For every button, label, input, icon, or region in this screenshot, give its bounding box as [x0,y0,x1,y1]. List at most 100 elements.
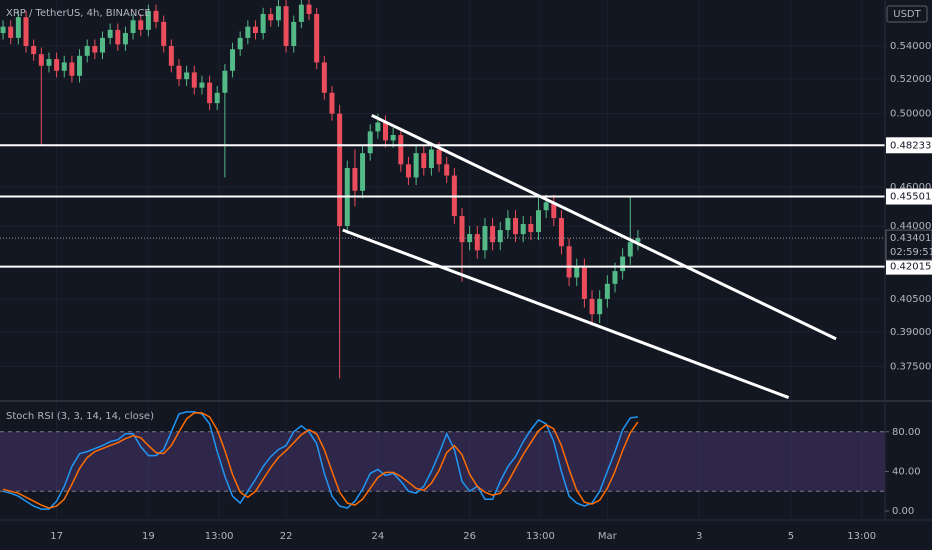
y-tick-label: 0.00 [892,506,914,517]
x-tick-label: 19 [142,531,155,542]
y-tick-label: 0.39000 [890,327,931,338]
level-label-box [886,188,932,205]
candle-body [230,49,236,71]
candle-body [383,122,389,141]
candle-body [352,168,358,191]
candle-body [77,55,83,76]
candle-body [38,54,44,66]
candle-body [237,37,243,50]
level-label: 0.45501 [890,192,931,203]
candle-body [566,246,572,278]
candle-body [413,153,419,178]
candle-body [474,234,480,251]
stoch-line [2,412,639,509]
level-label: 0.42015 [890,262,931,273]
currency-label: USDT [893,9,921,20]
candle-body [505,218,511,231]
candle-body [581,266,587,299]
candle-body [405,164,411,178]
candle-body [627,242,633,257]
candle-body [99,37,105,53]
x-tick-label: 24 [371,531,384,542]
candle-body [115,29,121,45]
candle-body [597,298,603,315]
axes: 17 19 13:00 22 24 26 13:00 Mar 3 5 13:00 0.54000 0.5… [50,5,932,542]
candle-body [107,29,113,38]
candle-body [268,14,274,21]
candle-body [214,92,220,104]
x-tick-label: 17 [50,531,63,542]
y-tick-label: 0.50000 [890,109,931,120]
level-label-box [886,137,932,154]
candle-body [620,256,626,272]
candle-body [23,17,29,46]
candle-body [558,218,564,247]
candle-body [138,20,144,30]
candle-body [145,10,151,30]
y-tick-label: 0.40500 [890,294,931,305]
candle-body [444,164,450,176]
candle-body [191,72,197,88]
candle-body [337,113,343,227]
stoch-pane [0,411,885,510]
candle-body [482,226,488,251]
candle-body [428,149,434,169]
candle-body [31,45,37,55]
candle-body [54,59,60,71]
trend-line [342,228,790,399]
x-tick-label: 3 [696,531,702,542]
x-tick-label: Mar [598,531,618,542]
candle-body [0,26,6,34]
stoch-line [2,411,638,510]
candle-body [153,10,159,22]
trend-line [371,114,837,341]
candle-body [612,271,618,284]
candle-body [574,266,580,278]
candle-body [199,82,205,88]
candle-body [222,70,228,93]
candle-body [459,216,465,243]
y-tick-label: 0.37500 [890,362,931,373]
candle-body [321,62,327,93]
level-label: 0.48233 [890,140,931,151]
candle-body [291,21,297,46]
candle-body [513,218,519,235]
candle-body [184,72,190,80]
x-tick-label: 5 [788,531,794,542]
countdown-label: 02:59:51 [890,247,932,258]
candle-body [176,65,182,80]
indicator-title: Stoch RSI (3, 3, 14, 14, close) [6,411,154,422]
candle-body [84,45,90,56]
x-tick-label: 26 [463,531,476,542]
candle-body [306,4,312,15]
candle-body [490,226,496,243]
y-tick-label: 0.46000 [890,182,931,193]
y-tick-label: 0.44000 [890,221,931,232]
candle-body [298,4,304,22]
candle-body [436,149,442,165]
y-tick-label: 40.00 [892,466,921,477]
level-label-box [886,258,932,275]
candle-body [245,26,251,38]
candle-body [543,202,549,211]
candle-body [252,26,258,34]
currency-box [886,5,928,23]
candle-body [329,92,335,114]
current-price-box [885,229,932,261]
candle-body [46,59,52,66]
candle-body [635,238,641,243]
candle-body [15,17,21,38]
x-tick-label: 22 [280,531,293,542]
y-tick-label: 0.52000 [890,74,931,85]
candle-body [168,45,174,66]
candle-body [375,122,381,132]
grid [0,0,885,520]
y-tick-label: 80.00 [892,427,921,438]
candle-body [604,283,610,299]
current-price-label: 0.43401 [890,233,931,244]
candle-body [421,153,427,169]
candle-body [367,131,373,154]
candle-body [398,135,404,165]
candle-body [535,210,541,233]
